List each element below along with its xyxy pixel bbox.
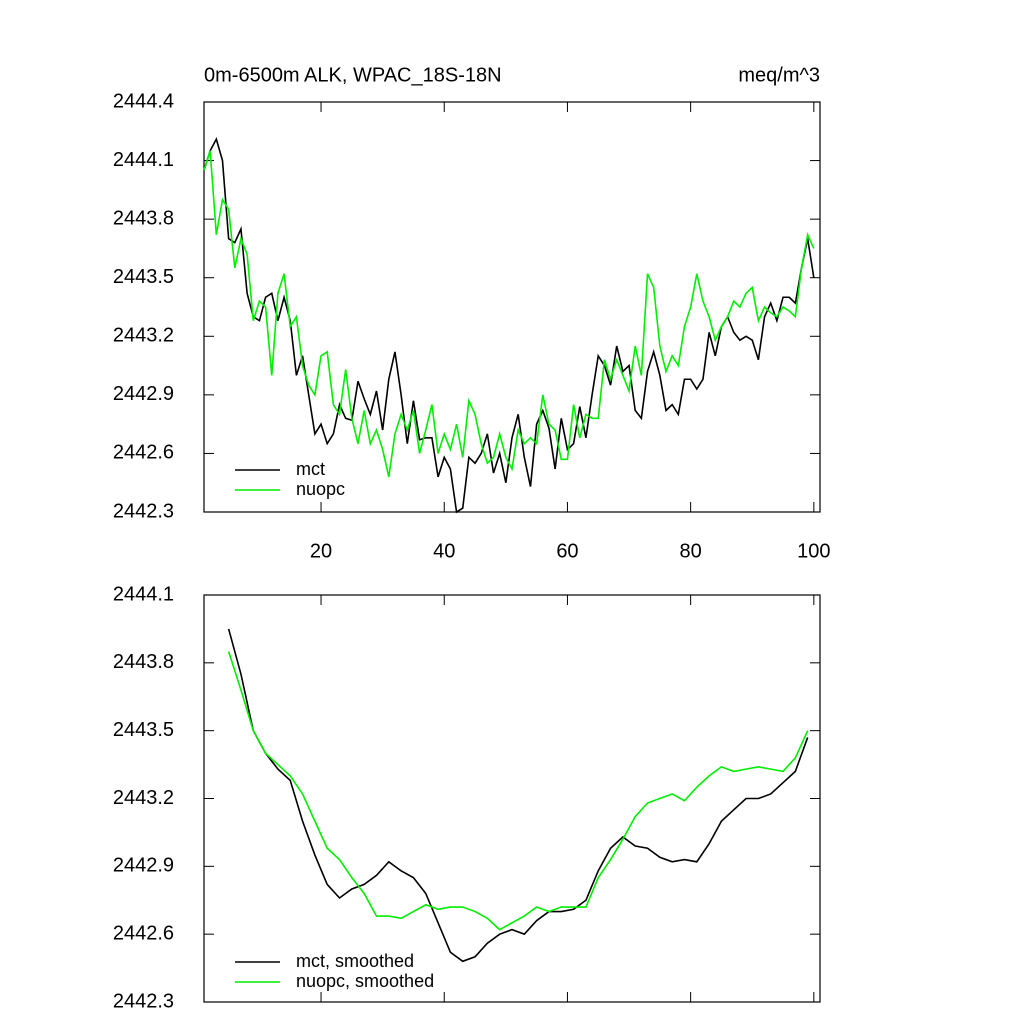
series-line	[227, 651, 809, 931]
y-tick-label: 2443.2	[113, 325, 174, 347]
x-tick-label: 80	[680, 540, 702, 562]
y-tick-label: 2442.3	[113, 990, 174, 1012]
legend-label: nuopc, smoothed	[296, 971, 434, 991]
y-tick-label: 2444.4	[113, 90, 174, 112]
legend-label: mct, smoothed	[296, 951, 414, 971]
plot-frame	[203, 101, 821, 513]
y-tick-label: 2442.6	[113, 922, 174, 944]
series-line	[227, 628, 809, 963]
y-tick-label: 2443.2	[113, 787, 174, 809]
units-label: meq/m^3	[738, 64, 820, 86]
chart-title: 0m-6500m ALK, WPAC_18S-18N	[204, 64, 502, 86]
y-tick-label: 2442.9	[113, 383, 174, 405]
legend-label: mct	[296, 459, 325, 479]
x-tick-label: 20	[310, 540, 332, 562]
series-line	[203, 150, 815, 478]
y-tick-label: 2442.6	[113, 442, 174, 464]
x-tick-label: 100	[797, 540, 830, 562]
y-tick-label: 2443.8	[113, 651, 174, 673]
y-tick-label: 2442.9	[113, 855, 174, 877]
x-tick-label: 40	[433, 540, 455, 562]
y-tick-label: 2442.3	[113, 500, 174, 522]
legend-label: nuopc	[296, 479, 345, 499]
x-tick-label: 60	[556, 540, 578, 562]
y-tick-label: 2443.5	[113, 719, 174, 741]
y-tick-label: 2444.1	[113, 149, 174, 171]
y-tick-label: 2443.8	[113, 207, 174, 229]
y-tick-label: 2444.1	[113, 583, 174, 605]
y-tick-label: 2443.5	[113, 266, 174, 288]
